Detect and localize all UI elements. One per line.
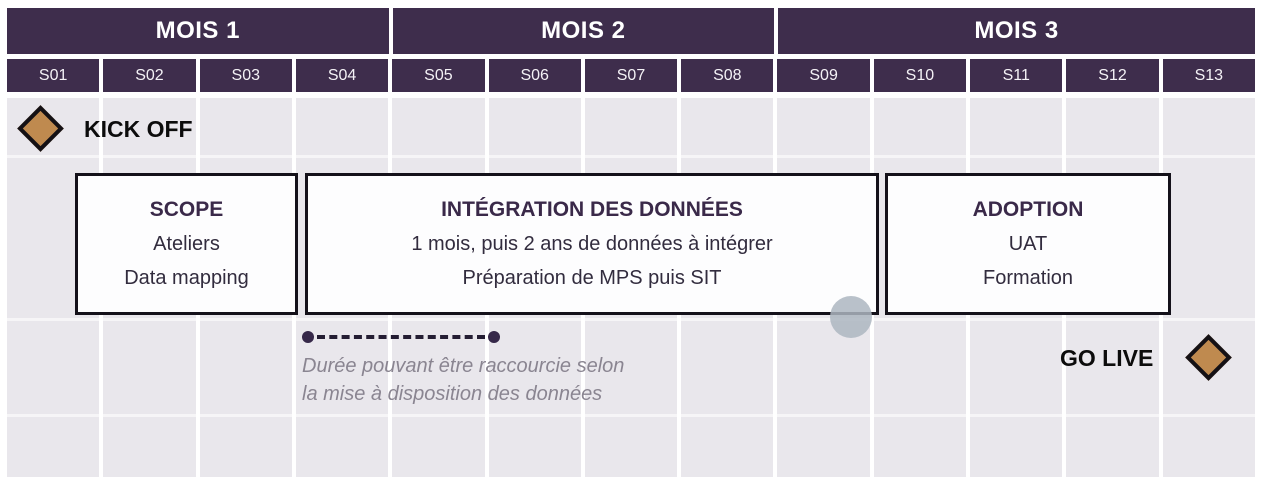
- phase-line: Data mapping: [124, 267, 249, 289]
- duration-dashed-connector: [302, 331, 500, 343]
- week-column: [1162, 98, 1255, 477]
- row-divider-line: [7, 155, 1255, 158]
- phase-line: Formation: [982, 267, 1074, 289]
- week-header-s13: S13: [1162, 59, 1255, 92]
- phase-box-integration-donnees: INTÉGRATION DES DONNÉES 1 mois, puis 2 a…: [305, 173, 879, 315]
- week-header-s11: S11: [970, 59, 1063, 92]
- phase-title: INTÉGRATION DES DONNÉES: [441, 198, 743, 221]
- week-header-s03: S03: [199, 59, 292, 92]
- phase-line: Ateliers: [153, 233, 220, 255]
- week-header-s05: S05: [392, 59, 485, 92]
- phase-box-adoption: ADOPTION UAT Formation: [885, 173, 1171, 315]
- golive-label: GO LIVE: [1060, 345, 1154, 371]
- phase-title: SCOPE: [149, 198, 224, 221]
- week-header-s02: S02: [103, 59, 196, 92]
- week-header-s07: S07: [584, 59, 678, 92]
- cursor-highlight-dot: [830, 296, 872, 338]
- phase-title: ADOPTION: [972, 198, 1084, 221]
- week-header-s12: S12: [1066, 59, 1159, 92]
- duration-note-line-1: Durée pouvant être raccourcie selon: [302, 355, 625, 377]
- week-header-s08: S08: [681, 59, 774, 92]
- duration-note-line-2: la mise à disposition des données: [302, 383, 603, 405]
- duration-note: Durée pouvant être raccourcie selon la m…: [302, 352, 624, 408]
- phase-line: Préparation de MPS puis SIT: [462, 267, 722, 289]
- week-header-s09: S09: [777, 59, 870, 92]
- week-header-s04: S04: [295, 59, 389, 92]
- month-header-row: MOIS 1 MOIS 2 MOIS 3: [7, 8, 1255, 54]
- week-header-s01: S01: [7, 59, 100, 92]
- week-header-s10: S10: [873, 59, 967, 92]
- phase-box-scope: SCOPE Ateliers Data mapping: [75, 173, 298, 315]
- kickoff-label: KICK OFF: [84, 116, 193, 142]
- connector-endpoint-dot-icon: [488, 331, 500, 343]
- phase-line: UAT: [1008, 233, 1048, 255]
- row-divider-line: [7, 318, 1255, 321]
- dashed-line-icon: [317, 335, 485, 339]
- connector-endpoint-dot-icon: [302, 331, 314, 343]
- month-header-mois-2: MOIS 2: [392, 8, 775, 54]
- phase-line: 1 mois, puis 2 ans de données à intégrer: [411, 233, 773, 255]
- month-header-mois-1: MOIS 1: [7, 8, 389, 54]
- month-header-mois-3: MOIS 3: [778, 8, 1255, 54]
- row-divider-line: [7, 414, 1255, 417]
- week-header-s06: S06: [488, 59, 581, 92]
- week-header-row: S01 S02 S03 S04 S05 S06 S07 S08 S09 S10 …: [7, 59, 1255, 92]
